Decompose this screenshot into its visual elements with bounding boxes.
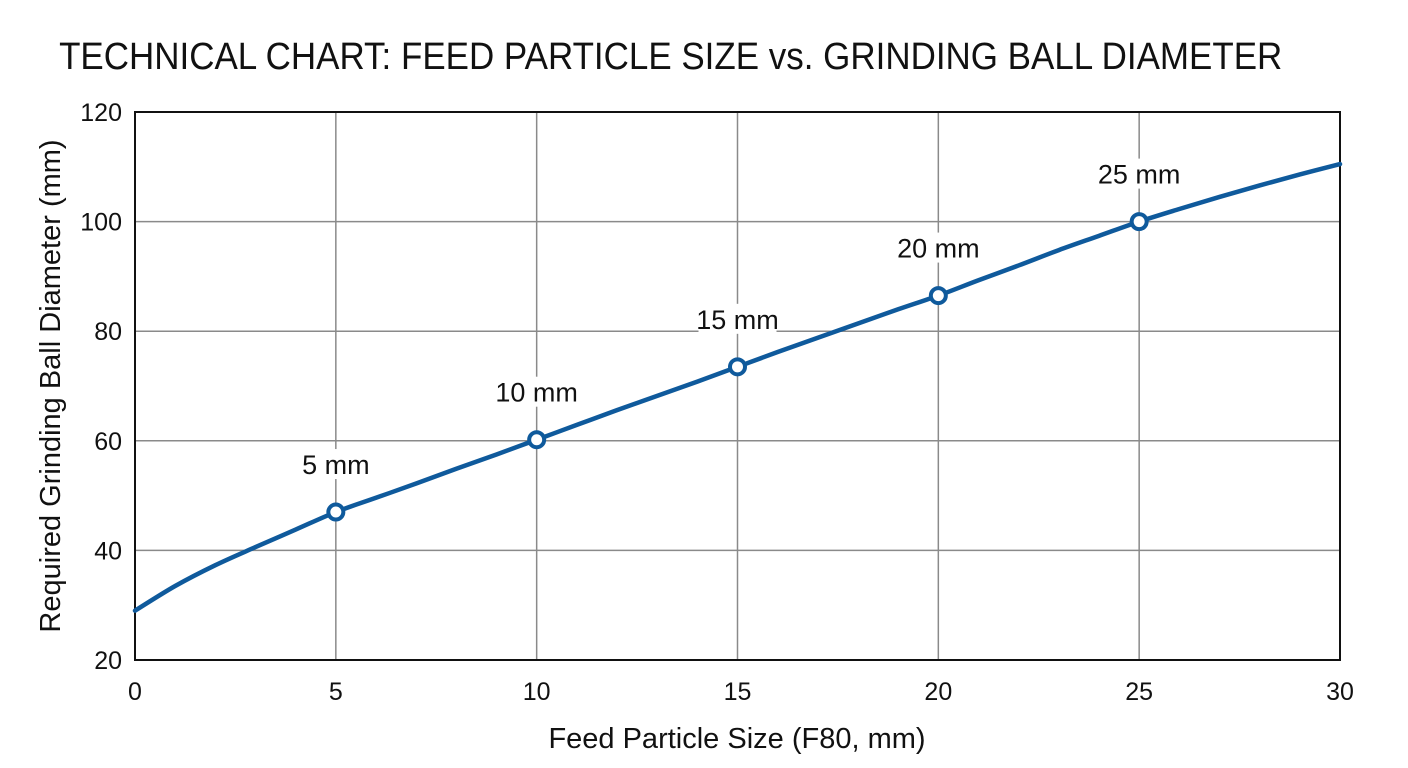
- y-tick-label: 100: [80, 209, 122, 237]
- point-label: 20 mm: [897, 234, 980, 264]
- y-axis-ticks: 20 40 60 80 100 120: [80, 99, 122, 675]
- x-axis-ticks: 0 5 10 15 20 25 30: [128, 678, 1354, 706]
- plot-area-frame: [134, 111, 1341, 661]
- data-point-marker: [527, 430, 547, 450]
- x-tick-label: 30: [1326, 678, 1354, 706]
- data-point-marker: [728, 357, 747, 377]
- y-tick-label: 60: [94, 428, 122, 456]
- x-tick-label: 10: [523, 678, 551, 706]
- data-point-marker: [928, 286, 948, 306]
- point-label-background: [303, 449, 368, 480]
- y-tick-label: 80: [94, 318, 122, 346]
- grid-lines: [135, 112, 1340, 660]
- point-label-background: [497, 376, 576, 407]
- x-tick-label: 25: [1125, 678, 1153, 706]
- x-tick-label: 5: [329, 678, 343, 706]
- y-tick-label: 40: [94, 537, 122, 565]
- point-label: 5 mm: [302, 450, 370, 480]
- point-label: 10 mm: [495, 378, 578, 408]
- x-tick-label: 20: [924, 678, 952, 706]
- x-tick-label: 15: [724, 678, 752, 706]
- chart-title: TECHNICAL CHART: FEED PARTICLE SIZE vs. …: [59, 36, 1283, 78]
- point-label-background: [899, 232, 978, 263]
- point-label-background: [1100, 158, 1179, 189]
- point-label-background: [698, 303, 777, 334]
- point-label: 15 mm: [696, 305, 779, 335]
- x-axis-title: Feed Particle Size (F80, mm): [548, 723, 925, 755]
- y-axis-title: Required Grinding Ball Diameter (mm): [35, 139, 67, 632]
- y-tick-label: 20: [94, 647, 122, 675]
- y-tick-label: 120: [80, 99, 122, 127]
- data-points: 5 mm 10 mm 15 mm 20 mm 25 mm: [302, 158, 1181, 522]
- data-point-marker: [326, 502, 346, 522]
- x-tick-label: 0: [128, 678, 142, 706]
- data-point-marker: [1129, 212, 1149, 232]
- point-label: 25 mm: [1098, 160, 1181, 190]
